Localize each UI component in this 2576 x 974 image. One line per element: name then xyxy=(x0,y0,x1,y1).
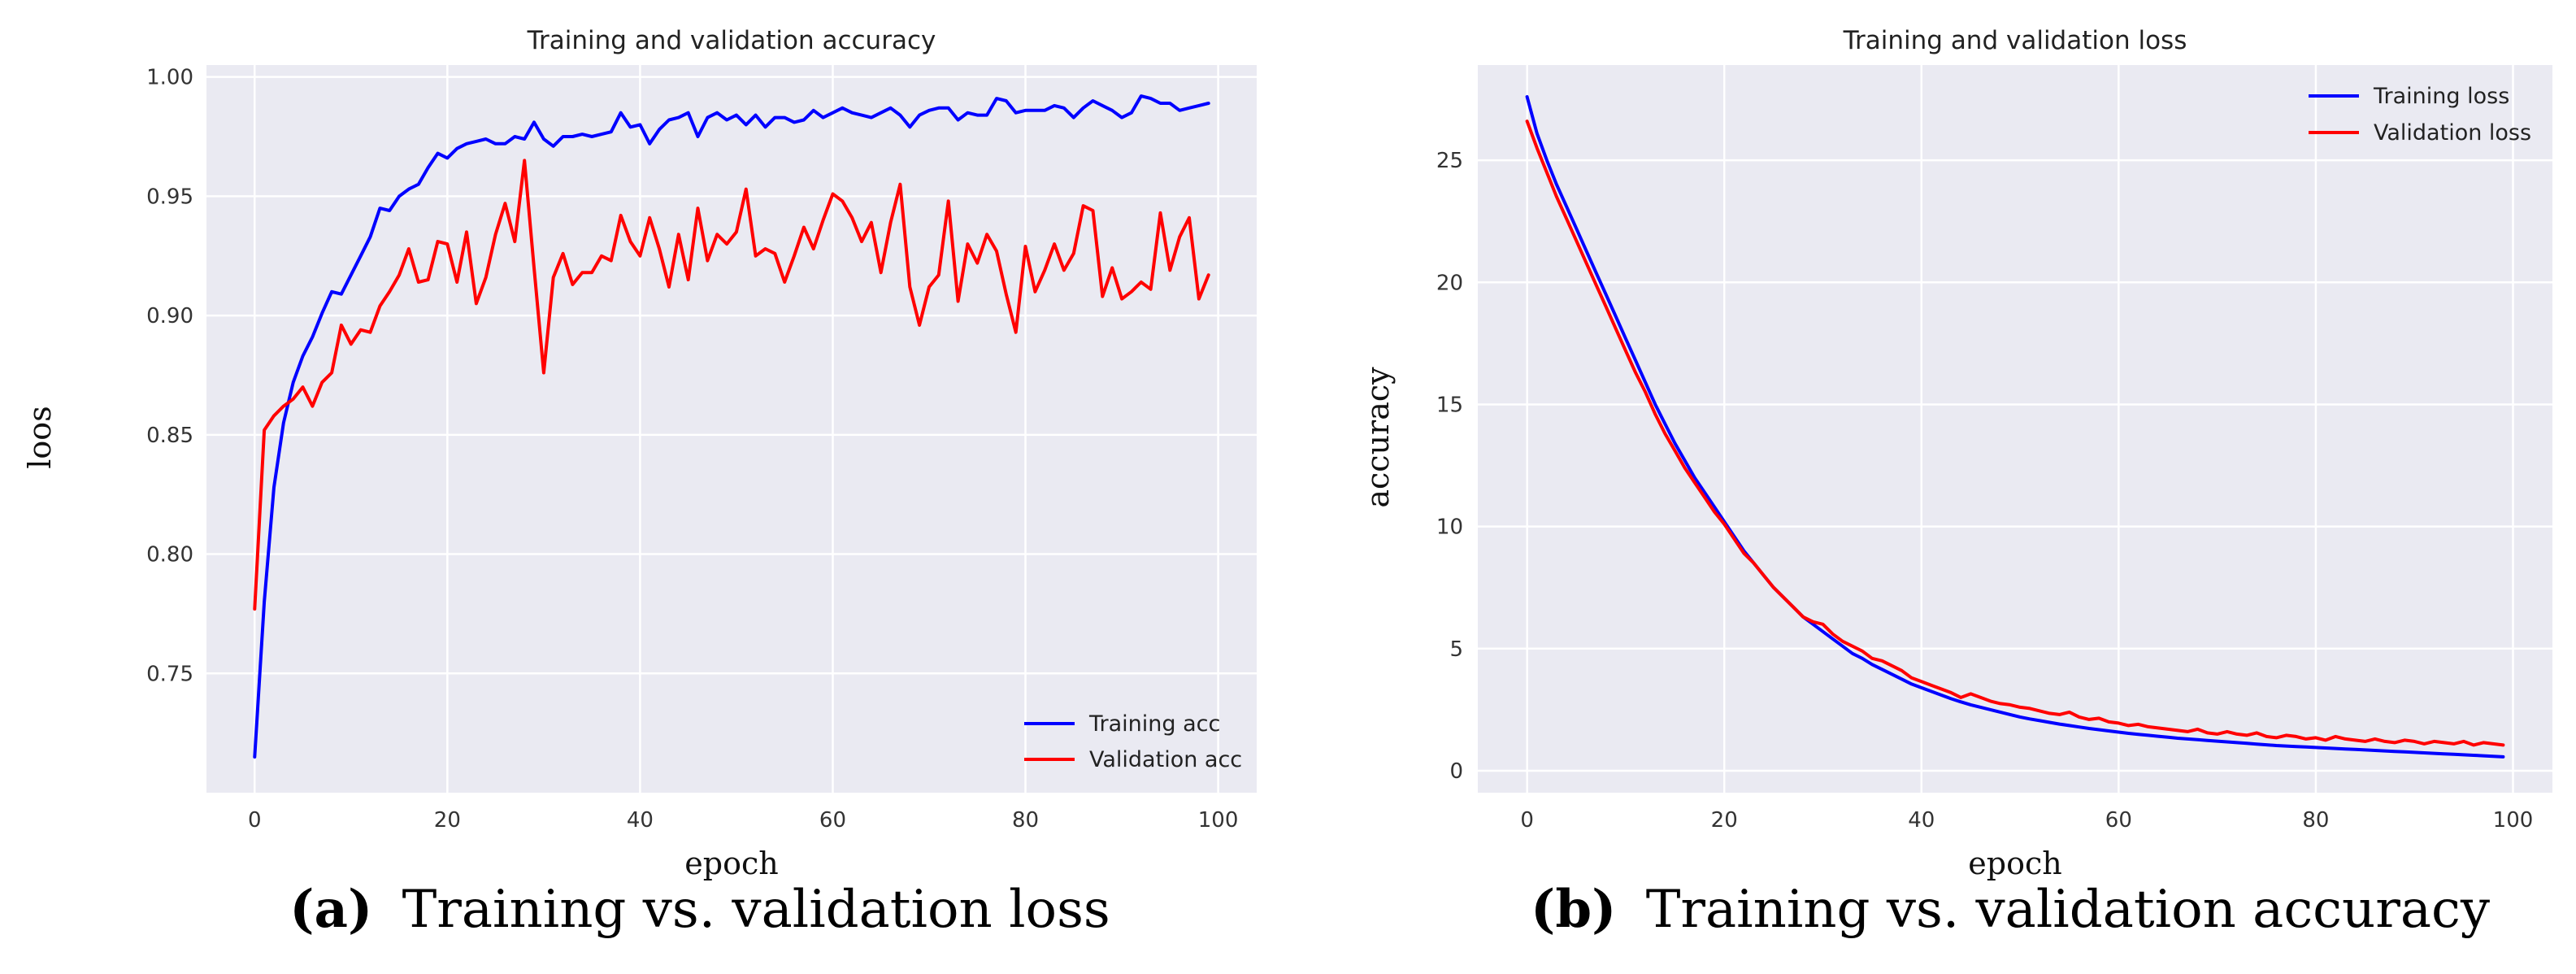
chart-a-x-tick-label: 0 xyxy=(248,808,262,833)
chart-a-x-tick-label: 80 xyxy=(1012,808,1039,833)
chart-a-x-tick-label: 20 xyxy=(434,808,461,833)
chart-b-caption-letter: (b) xyxy=(1531,879,1616,940)
chart-a-title: Training and validation accuracy xyxy=(527,26,936,55)
chart-b-x-tick-label: 100 xyxy=(2493,808,2534,833)
chart-b-series-line-validation xyxy=(1525,120,2505,747)
chart-a-legend-label-validation: Validation acc xyxy=(1089,747,1242,772)
chart-b-y-tick-label: 25 xyxy=(1436,149,1463,173)
chart-b-x-tick-label: 20 xyxy=(1711,808,1738,833)
chart-a: 0 20 40 60 80 100 0.75 0.80 0.85 0.90 0.95 1.00 Tr… xyxy=(22,26,1257,940)
chart-b-legend: Training loss Validation loss xyxy=(2309,84,2531,146)
chart-a-x-ticks: 0 20 40 60 80 100 xyxy=(248,808,1238,833)
chart-a-y-tick-label: 0.80 xyxy=(146,543,193,567)
chart-b-series-lines xyxy=(1525,95,2505,759)
chart-a-y-tick-label: 1.00 xyxy=(146,66,193,90)
chart-b-plot-background xyxy=(1478,65,2552,793)
chart-b-legend-label-validation: Validation loss xyxy=(2374,120,2531,146)
chart-b-y-ticks: 0 5 10 15 20 25 xyxy=(1436,149,1463,784)
chart-a-series-line-training xyxy=(253,94,1210,759)
chart-a-y-tick-label: 0.75 xyxy=(146,662,193,686)
chart-a-y-ticks: 0.75 0.80 0.85 0.90 0.95 1.00 xyxy=(146,66,193,687)
chart-a-caption: (a) Training vs. validation loss xyxy=(289,879,1110,940)
chart-b-y-tick-label: 5 xyxy=(1449,637,1463,662)
chart-a-grid xyxy=(206,65,1257,793)
chart-b-y-tick-label: 20 xyxy=(1436,271,1463,295)
chart-b-grid xyxy=(1478,65,2552,793)
chart-a-caption-text: Training vs. validation loss xyxy=(402,880,1110,940)
chart-a-caption-letter: (a) xyxy=(289,879,372,940)
chart-a-x-axis-label: epoch xyxy=(684,846,778,881)
chart-a-series-lines xyxy=(253,94,1210,759)
chart-a-legend: Training acc Validation acc xyxy=(1024,711,1242,772)
chart-b-legend-label-training: Training loss xyxy=(2373,84,2509,109)
chart-b-y-tick-label: 10 xyxy=(1436,515,1463,540)
chart-a-y-tick-label: 0.90 xyxy=(146,304,193,328)
chart-a-y-axis-label: loos xyxy=(22,406,58,468)
chart-b-title: Training and validation loss xyxy=(1843,26,2187,55)
chart-a-x-tick-label: 100 xyxy=(1198,808,1239,833)
chart-a-y-tick-label: 0.85 xyxy=(146,424,193,448)
chart-b-x-tick-label: 0 xyxy=(1520,808,1534,833)
chart-b-y-tick-label: 15 xyxy=(1436,393,1463,417)
chart-b-x-tick-label: 60 xyxy=(2105,808,2132,833)
chart-a-series-line-validation xyxy=(253,159,1210,611)
chart-b-x-axis-label: epoch xyxy=(1968,846,2061,881)
chart-a-plot-background xyxy=(206,65,1257,793)
chart-a-y-tick-label: 0.95 xyxy=(146,185,193,209)
chart-b-x-ticks: 0 20 40 60 80 100 xyxy=(1520,808,2533,833)
chart-b-y-tick-label: 0 xyxy=(1449,759,1463,784)
chart-b-y-axis-label: accuracy xyxy=(1360,367,1396,508)
chart-a-x-tick-label: 60 xyxy=(819,808,846,833)
chart-a-legend-label-training: Training acc xyxy=(1088,711,1220,737)
chart-b-caption-text: Training vs. validation accuracy xyxy=(1646,880,2490,940)
chart-b-caption: (b) Training vs. validation accuracy xyxy=(1531,879,2490,940)
chart-b-x-tick-label: 40 xyxy=(1908,808,1935,833)
chart-b: 0 20 40 60 80 100 0 5 10 15 20 25 Training and val… xyxy=(1360,26,2552,940)
chart-a-x-tick-label: 40 xyxy=(627,808,654,833)
chart-b-series-line-training xyxy=(1525,95,2505,759)
chart-b-x-tick-label: 80 xyxy=(2302,808,2329,833)
